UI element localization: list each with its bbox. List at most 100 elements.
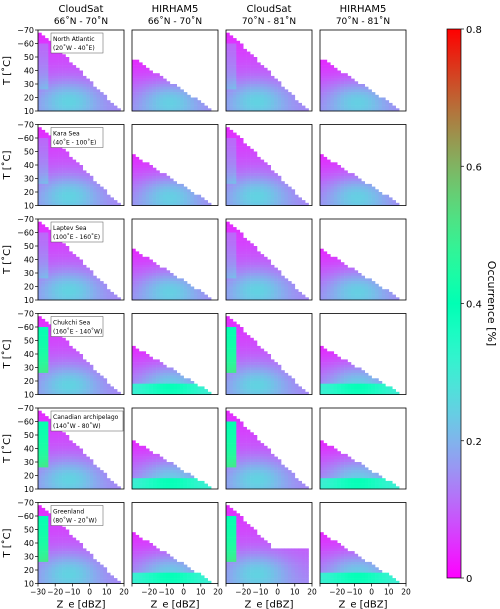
heatmap-cell <box>263 356 268 360</box>
heatmap-cell <box>68 65 73 69</box>
heatmap-cell <box>142 289 147 293</box>
heatmap-cell <box>253 273 258 276</box>
heatmap-cell <box>166 181 171 185</box>
heatmap-cell <box>41 246 46 249</box>
heatmap-cell <box>166 84 171 87</box>
heatmap-cell <box>385 100 390 104</box>
heatmap-cell <box>142 391 147 395</box>
heatmap-cell <box>263 202 268 206</box>
heatmap-cell <box>145 183 150 187</box>
heatmap-cell <box>38 151 42 155</box>
heatmap-cell <box>48 351 53 355</box>
heatmap-cell <box>187 197 191 201</box>
heatmap-cell <box>256 297 261 301</box>
heatmap-cell <box>62 62 66 66</box>
heatmap-cell <box>320 254 324 258</box>
heatmap-cell <box>263 256 268 260</box>
heatmap-cell <box>320 389 324 393</box>
heatmap-cell <box>357 389 362 393</box>
heatmap-cell <box>337 178 341 182</box>
heatmap-cell <box>93 181 97 185</box>
heatmap-cell <box>267 78 272 82</box>
heatmap-cell <box>135 364 140 368</box>
heatmap-cell <box>326 162 331 166</box>
heatmap-cell <box>183 389 188 393</box>
heatmap-cell <box>156 389 160 393</box>
heatmap-cell <box>232 337 237 341</box>
heatmap-cell <box>236 389 241 393</box>
heatmap-cell <box>48 197 53 201</box>
heatmap-cell <box>226 154 230 158</box>
heatmap-cell <box>236 159 241 163</box>
heatmap-cell <box>305 391 309 395</box>
heatmap-cell <box>253 94 258 98</box>
heatmap-cell <box>79 451 84 455</box>
heatmap-cell <box>340 262 345 266</box>
heatmap-cell <box>159 391 164 395</box>
heatmap-cell <box>48 229 53 233</box>
heatmap-cell <box>142 173 147 177</box>
heatmap-cell <box>253 65 258 69</box>
heatmap-cell <box>330 291 335 295</box>
panel-frame <box>319 313 407 395</box>
heatmap-cell <box>256 256 261 260</box>
heatmap-cell <box>250 183 254 187</box>
heatmap-cell <box>68 345 73 349</box>
heatmap-cell <box>232 189 237 193</box>
heatmap-cell <box>229 178 234 182</box>
heatmap-cell <box>361 389 366 393</box>
heatmap-cell <box>41 135 46 139</box>
heatmap-cell <box>152 375 157 379</box>
heatmap-cell <box>239 297 244 301</box>
heatmap-cell <box>166 278 171 282</box>
heatmap-cell <box>229 267 234 271</box>
heatmap-cell <box>250 167 254 171</box>
heatmap-cell <box>99 386 104 390</box>
heatmap-cell <box>58 356 63 360</box>
heatmap-cell <box>62 362 66 366</box>
heatmap-cell <box>326 192 331 195</box>
heatmap-cell <box>58 73 63 77</box>
heatmap-cell <box>274 173 278 177</box>
heatmap-cell <box>274 270 278 274</box>
heatmap-cell <box>250 100 254 104</box>
heatmap-cell <box>330 97 335 101</box>
heatmap-cell <box>145 259 150 263</box>
heatmap-cell <box>330 181 335 185</box>
heatmap-cell <box>79 175 84 179</box>
heatmap-cell <box>226 167 230 171</box>
heatmap-cell <box>180 197 184 201</box>
heatmap-cell <box>287 375 292 379</box>
heatmap-cell <box>44 451 49 455</box>
heatmap-cell <box>142 186 147 190</box>
heatmap-cell <box>86 202 90 206</box>
heatmap-cell <box>337 165 341 168</box>
heatmap-cell <box>239 173 244 177</box>
heatmap-cell <box>344 84 348 87</box>
heatmap-cell <box>371 386 376 390</box>
heatmap-cell <box>135 289 140 293</box>
heatmap-cell <box>82 192 87 195</box>
heatmap-cell <box>41 332 46 336</box>
heatmap-cell <box>149 389 153 393</box>
heatmap-cell <box>263 108 268 112</box>
heatmap-cell <box>375 386 379 390</box>
heatmap-cell <box>200 105 205 109</box>
heatmap-cell <box>65 291 70 295</box>
heatmap-cell <box>187 378 191 382</box>
heatmap-cell <box>93 92 97 96</box>
heatmap-cell <box>229 372 234 376</box>
heatmap-cell <box>51 100 56 104</box>
heatmap-cell <box>145 186 150 190</box>
heatmap-cell <box>103 289 108 293</box>
heatmap-cell <box>263 105 268 109</box>
heatmap-cell <box>381 386 386 390</box>
heatmap-cell <box>239 364 244 368</box>
heatmap-cell <box>48 448 53 452</box>
heatmap-cell <box>364 378 369 382</box>
heatmap-cell <box>246 289 251 293</box>
heatmap-cell <box>65 84 70 87</box>
heatmap-cell <box>267 178 272 182</box>
heatmap-cell <box>239 92 244 96</box>
y-axis-label: T [˚C] <box>1 245 13 275</box>
